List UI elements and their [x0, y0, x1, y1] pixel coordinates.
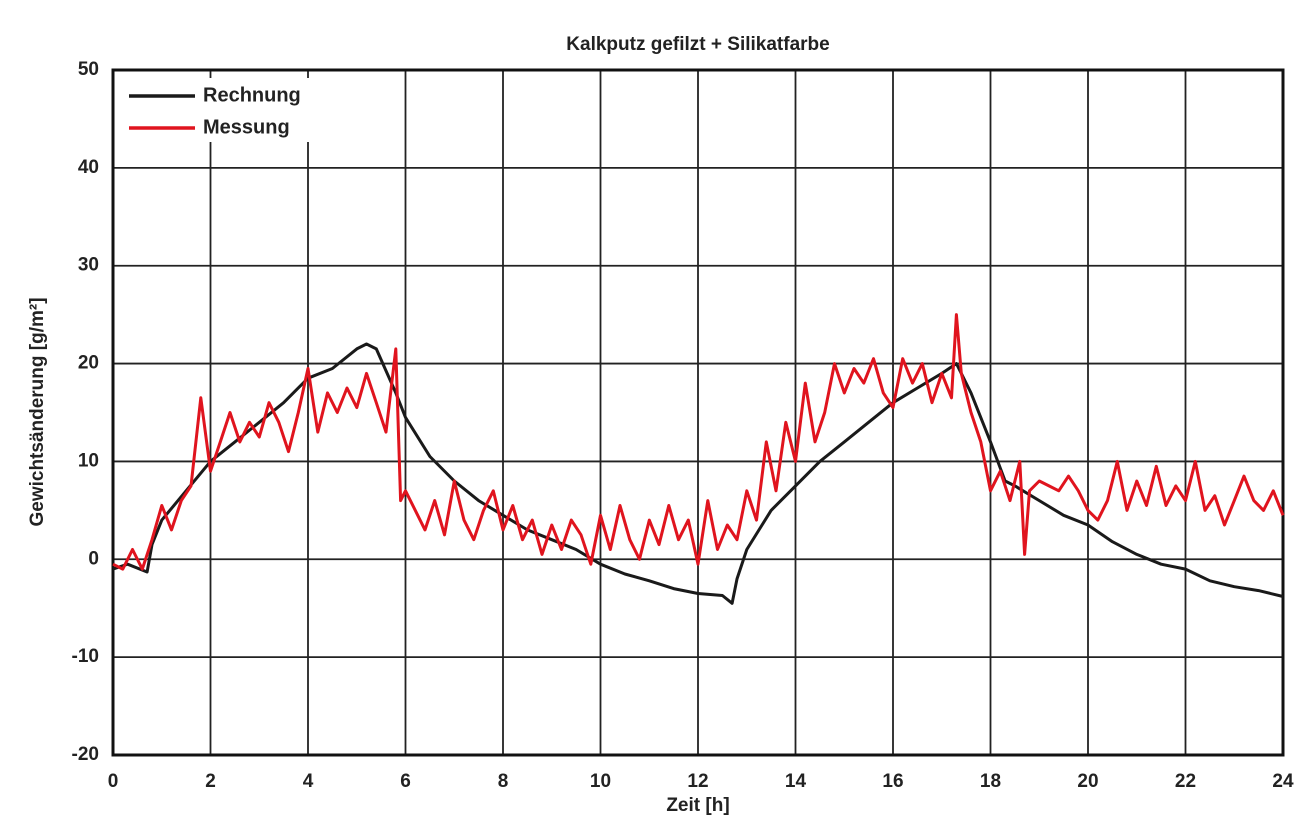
y-tick-label: 0 — [88, 548, 99, 569]
y-tick-label: 20 — [78, 353, 99, 374]
y-tick-label: -10 — [72, 646, 99, 667]
legend-label: Messung — [203, 116, 290, 138]
series-line — [112, 313, 1285, 571]
x-tick-label: 18 — [980, 771, 1001, 792]
y-tick-label: 40 — [78, 157, 99, 178]
x-tick-label: 20 — [1077, 771, 1098, 792]
y-tick-label: -20 — [72, 744, 99, 765]
x-tick-label: 12 — [687, 771, 708, 792]
y-axis-label: Gewichtsänderung [g/m²] — [27, 297, 48, 526]
x-tick-label: 10 — [590, 771, 611, 792]
plot-border — [111, 68, 1285, 757]
y-tick-label: 10 — [78, 450, 99, 471]
y-tick-label: 50 — [78, 59, 99, 80]
x-tick-label: 22 — [1175, 771, 1196, 792]
x-tick-label: 6 — [400, 771, 411, 792]
x-tick-label: 8 — [498, 771, 509, 792]
x-tick-label: 24 — [1272, 771, 1294, 792]
x-tick-label: 2 — [205, 771, 216, 792]
x-tick-label: 4 — [303, 771, 314, 792]
series-line — [112, 342, 1284, 605]
x-axis-label: Zeit [h] — [666, 795, 729, 816]
chart-title: Kalkputz gefilzt + Silikatfarbe — [566, 34, 829, 55]
x-tick-label: 16 — [882, 771, 903, 792]
legend-box — [125, 78, 315, 142]
x-tick-label: 14 — [785, 771, 807, 792]
y-tick-label: 30 — [78, 255, 99, 276]
legend-label: Rechnung — [203, 84, 301, 106]
x-tick-label: 0 — [108, 771, 119, 792]
